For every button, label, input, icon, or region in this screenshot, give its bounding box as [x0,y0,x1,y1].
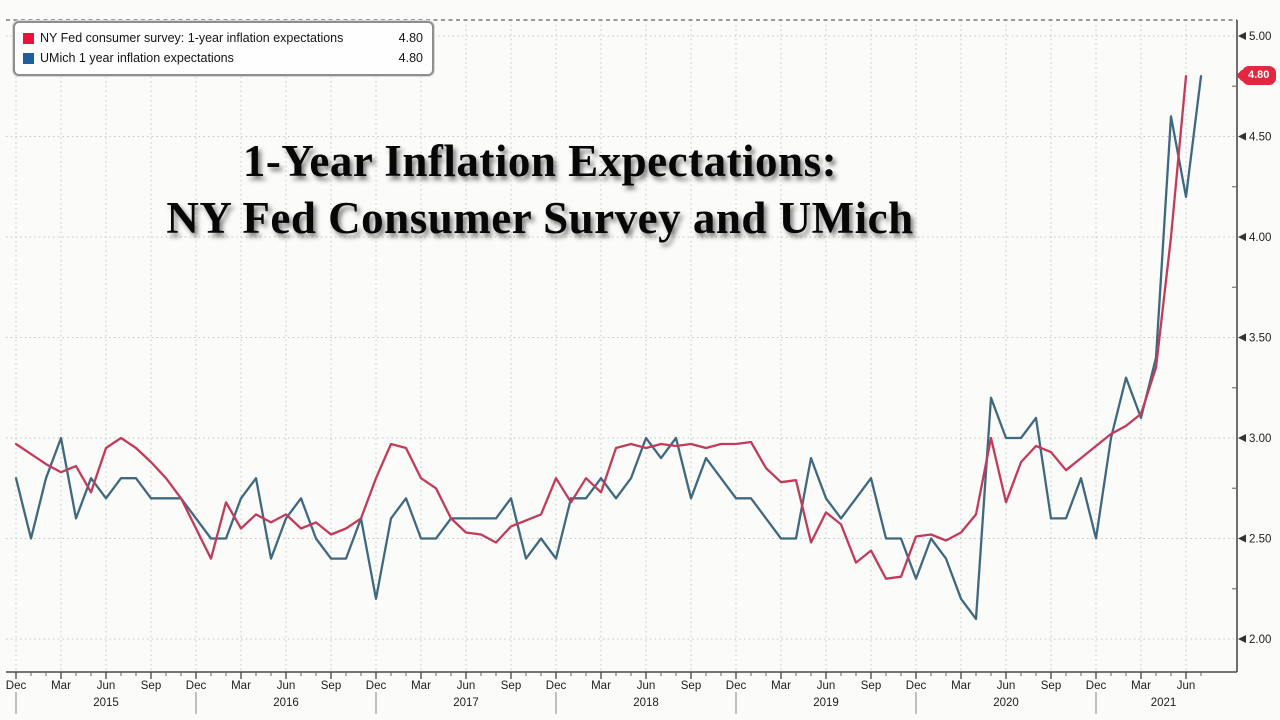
chart-legend: NY Fed consumer survey: 1-year inflation… [13,21,434,76]
legend-label-nyfed: NY Fed consumer survey: 1-year inflation… [40,31,344,45]
grid-lines [6,20,1237,672]
svg-text:Sep: Sep [141,680,161,692]
svg-text:2020: 2020 [993,697,1019,709]
nyfed-series-swatch-icon [23,32,34,44]
x-axis-labels: Dec Mar Jun Sep Dec Mar Jun Sep Dec Mar Jun Sep Dec M… [6,672,1202,714]
legend-value-nyfed: 4.80 [398,31,423,45]
svg-text:Sep: Sep [1041,680,1061,692]
axes [6,19,1238,673]
svg-text:Jun: Jun [1177,680,1196,692]
svg-text:4.50: 4.50 [1249,132,1271,144]
svg-text:Sep: Sep [501,680,521,692]
svg-text:2016: 2016 [273,697,299,709]
svg-text:3.00: 3.00 [1249,433,1271,445]
svg-text:Jun: Jun [457,680,476,692]
svg-text:3.50: 3.50 [1249,333,1271,345]
svg-text:2015: 2015 [93,697,119,709]
svg-text:Dec: Dec [366,680,387,692]
last-price-badge: 4.80 [1236,66,1277,85]
umich-series-swatch-icon [23,52,34,64]
svg-text:Mar: Mar [771,680,791,692]
legend-item-nyfed: NY Fed consumer survey: 1-year inflation… [23,28,423,48]
svg-text:Mar: Mar [411,680,431,692]
svg-text:Mar: Mar [591,680,611,692]
svg-text:Sep: Sep [681,680,701,692]
legend-item-umich: UMich 1 year inflation expectations 4.80 [23,48,423,68]
svg-text:Dec: Dec [906,680,927,692]
svg-text:4.00: 4.00 [1249,232,1271,244]
svg-text:Sep: Sep [321,680,341,692]
svg-text:2019: 2019 [813,697,839,709]
legend-label-umich: UMich 1 year inflation expectations [40,51,234,65]
svg-text:Mar: Mar [951,680,971,692]
svg-text:Dec: Dec [726,680,747,692]
svg-text:Mar: Mar [231,680,251,692]
y-axis-labels: 5.00 4.50 4.00 3.50 3.00 2.50 2.00 [1232,31,1271,646]
svg-text:Dec: Dec [546,680,567,692]
svg-text:Dec: Dec [1086,680,1107,692]
svg-text:5.00: 5.00 [1249,31,1271,43]
svg-text:Mar: Mar [51,680,71,692]
svg-text:Dec: Dec [6,680,27,692]
svg-text:Jun: Jun [817,680,836,692]
svg-text:2017: 2017 [453,697,479,709]
svg-text:Jun: Jun [997,680,1016,692]
svg-text:2018: 2018 [633,697,659,709]
svg-text:Jun: Jun [277,680,296,692]
badge-value: 4.80 [1248,69,1270,81]
svg-text:2021: 2021 [1151,697,1177,709]
svg-text:Mar: Mar [1131,680,1151,692]
legend-value-umich: 4.80 [398,51,423,65]
svg-text:Sep: Sep [861,680,881,692]
svg-text:Jun: Jun [637,680,656,692]
svg-text:Jun: Jun [97,680,116,692]
svg-text:2.00: 2.00 [1249,634,1271,646]
svg-text:2.50: 2.50 [1249,534,1271,546]
umich-line [14,75,1203,621]
svg-text:Dec: Dec [186,680,207,692]
nyfed-line [14,75,1188,580]
